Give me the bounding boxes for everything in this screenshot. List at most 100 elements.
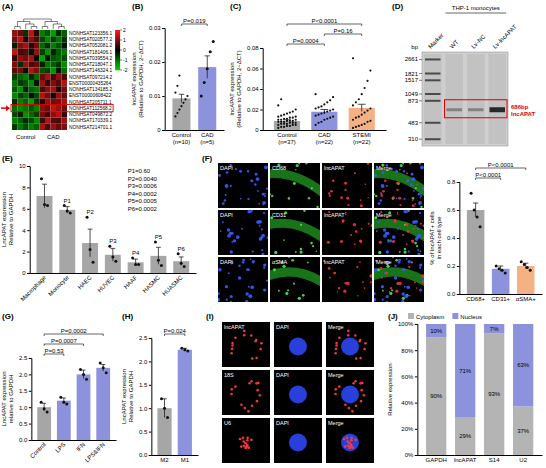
heatmap-cell xyxy=(34,43,40,49)
bar-panel: 00.010.020.03lncAPAT expression(Relative… xyxy=(131,18,225,146)
tick-label: 0.02 xyxy=(149,59,161,65)
heatmap-cell xyxy=(23,36,29,42)
data-point xyxy=(361,124,363,126)
signal xyxy=(259,394,262,397)
signal xyxy=(382,190,385,193)
data-point xyxy=(369,107,371,109)
signal xyxy=(382,299,384,301)
category-label: IFN xyxy=(75,441,86,452)
data-point xyxy=(206,67,209,70)
micrograph-label: U6 xyxy=(224,420,231,426)
micrograph-label: Merge xyxy=(328,420,344,426)
x-axis-line xyxy=(152,455,199,456)
lane-label: Lv-NC xyxy=(470,33,487,50)
heatmap-cell xyxy=(12,118,18,124)
heatmap-cell xyxy=(51,124,57,130)
heatmap-cell xyxy=(18,105,24,111)
micrograph xyxy=(270,257,320,302)
micrograph-label: Merge xyxy=(376,259,392,265)
tick: 0.01 xyxy=(149,93,165,99)
heatmap-cell xyxy=(51,118,57,124)
colorbar-step xyxy=(115,30,120,32)
signal xyxy=(418,193,421,196)
heatmap-cell xyxy=(23,55,29,61)
error-bar xyxy=(183,348,187,351)
data-point xyxy=(326,101,328,103)
micrograph-label: DAPI xyxy=(276,372,289,378)
bar-segment xyxy=(484,333,504,455)
category-label: Macrophage xyxy=(19,274,47,302)
signal xyxy=(263,212,265,214)
signal xyxy=(327,241,330,244)
signal xyxy=(402,297,405,300)
gel-lane xyxy=(446,54,464,144)
data-point xyxy=(280,98,282,100)
heatmap-cell xyxy=(51,68,57,74)
signal xyxy=(397,182,400,185)
tick-mark xyxy=(260,48,263,49)
bracket xyxy=(165,334,185,336)
data-point xyxy=(364,111,366,113)
signal xyxy=(391,289,393,291)
signal xyxy=(415,187,417,189)
signal xyxy=(332,180,335,183)
data-point xyxy=(157,259,160,262)
heatmap-cell xyxy=(40,49,46,55)
data-point xyxy=(329,117,331,119)
signal xyxy=(368,223,370,225)
heatmap-cell xyxy=(51,43,57,49)
signal xyxy=(359,240,362,243)
tick-mark xyxy=(29,391,32,392)
tick: 0.0 xyxy=(139,452,151,458)
category-label: Monocyte xyxy=(47,274,70,297)
bar-label: P3 xyxy=(109,238,117,244)
x-axis-line xyxy=(165,130,224,131)
signal xyxy=(264,193,266,195)
signal xyxy=(352,382,355,385)
colorbar-step xyxy=(115,34,120,36)
heatmap-cell xyxy=(18,93,24,99)
signal xyxy=(419,197,420,198)
bracket xyxy=(44,334,103,336)
panel-label: (E) xyxy=(2,154,13,163)
dendrogram-branch xyxy=(24,19,52,22)
signal xyxy=(222,202,225,205)
colorbar-step xyxy=(115,56,120,58)
signal xyxy=(412,240,414,242)
signal xyxy=(374,174,424,195)
row-label: NONHSAT170339.1 xyxy=(69,118,112,123)
data-point xyxy=(79,368,82,371)
heatmap-cell xyxy=(45,74,51,80)
category-label-line: S14 xyxy=(489,457,500,463)
signal xyxy=(240,198,242,200)
tick-label: 0.8 xyxy=(447,179,456,185)
data-point xyxy=(358,116,360,118)
heatmap-cell xyxy=(12,86,18,92)
colorbar-step xyxy=(115,42,120,44)
signal xyxy=(411,173,414,176)
data-point xyxy=(352,119,354,121)
signal xyxy=(370,281,372,283)
tick: 0.02 xyxy=(247,107,263,113)
data-point xyxy=(326,118,328,120)
signal xyxy=(381,184,385,188)
tick-mark xyxy=(149,385,152,386)
heatmap-cell xyxy=(23,74,29,80)
heatmap-cell xyxy=(12,74,18,80)
signal xyxy=(244,447,247,450)
signal xyxy=(298,163,300,164)
signal xyxy=(296,164,299,167)
y-axis: 00.020.040.060.08 xyxy=(247,45,263,133)
bar-label: P5 xyxy=(155,234,163,240)
signal xyxy=(367,163,370,165)
panel-label: (A) xyxy=(2,2,13,11)
signal xyxy=(376,230,378,232)
signal xyxy=(345,212,347,214)
panel-label: (J) xyxy=(388,312,398,321)
micrograph-ground xyxy=(218,257,268,302)
tick-mark xyxy=(415,324,418,325)
micrograph-ground xyxy=(222,418,270,463)
data-label: 93% xyxy=(488,391,501,397)
signal xyxy=(291,259,294,262)
category-label: HAAF xyxy=(123,274,139,290)
